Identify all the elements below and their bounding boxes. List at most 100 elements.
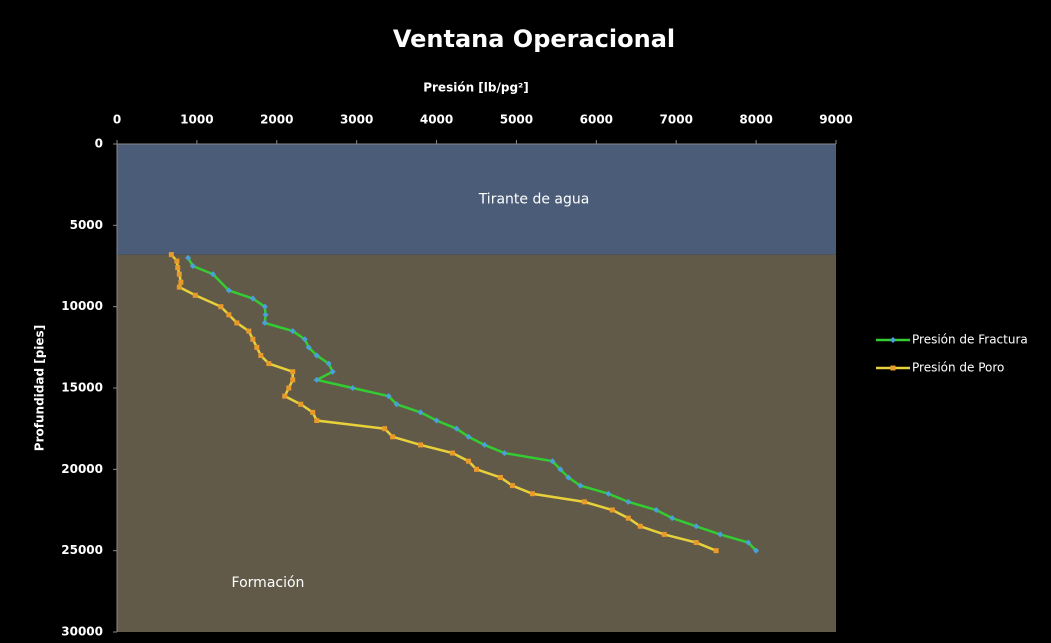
marker [313,352,320,359]
marker [258,352,264,358]
y-tick-label: 10000 [61,299,103,313]
marker [753,547,760,554]
x-tick-label: 0 [113,113,121,127]
marker [250,336,256,342]
region [117,144,836,255]
marker [465,433,472,440]
marker [261,303,268,310]
marker [290,377,296,383]
marker [218,304,224,310]
marker [661,531,667,537]
marker [565,474,572,481]
chart-title: Ventana Operacional [393,25,675,53]
marker [418,442,424,448]
marker [178,279,184,285]
x-tick-label: 9000 [819,113,852,127]
marker [298,401,304,407]
x-tick-label: 8000 [739,113,772,127]
y-tick-label: 30000 [61,625,103,639]
marker [290,369,296,375]
marker [605,490,612,497]
y-tick-label: 0 [95,137,103,151]
marker [209,271,216,278]
marker [168,252,174,258]
marker [393,401,400,408]
x-tick-label: 6000 [580,113,613,127]
marker [529,491,535,497]
marker [192,292,198,298]
marker [474,466,479,472]
marker [693,523,700,530]
legend-label: Presión de Poro [912,361,1004,375]
y-tick-label: 25000 [61,543,103,557]
marker [466,458,472,464]
x-tick-label: 3000 [340,113,373,127]
legend-marker [890,337,896,343]
series-line [170,253,717,552]
x-tick-label: 5000 [500,113,533,127]
marker [625,515,631,521]
region-label: Tirante de agua [478,191,590,207]
marker [289,328,296,335]
y-tick-label: 15000 [61,381,103,395]
marker [433,417,440,424]
x-tick-label: 7000 [660,113,693,127]
marker [325,360,332,367]
marker [189,263,196,269]
marker [310,409,316,415]
marker [713,548,719,554]
marker [637,523,643,529]
marker [745,539,752,546]
marker [382,426,388,432]
y-tick-label: 20000 [61,462,103,476]
marker [349,385,356,391]
marker [314,418,320,424]
marker [175,265,181,271]
region [117,254,836,632]
marker [234,320,240,326]
x-tick-label: 2000 [260,113,293,127]
marker [581,499,587,505]
marker [246,328,252,334]
marker [385,393,392,400]
marker [301,336,308,343]
marker [609,507,615,513]
marker [282,393,288,399]
legend-label: Presión de Fractura [912,333,1028,347]
marker [509,483,515,489]
marker [481,441,488,448]
marker [577,482,584,489]
marker [176,284,182,290]
marker [717,531,724,538]
marker [261,319,268,326]
marker [450,450,456,456]
marker [286,385,292,391]
marker [176,271,182,277]
marker [557,466,564,473]
marker [501,450,508,457]
marker [453,425,460,432]
marker [185,254,192,261]
marker [625,498,632,505]
marker [262,311,269,318]
region-label: Formación [232,575,305,591]
marker [669,515,676,522]
x-tick-label: 4000 [420,113,453,127]
x-tick-label: 1000 [180,113,213,127]
marker [653,507,660,513]
marker [417,409,424,416]
marker [266,361,272,367]
marker [497,474,503,480]
marker [329,368,336,375]
marker [174,258,180,264]
x-axis-label: Presión [lb/pg²] [423,81,529,95]
marker [305,344,312,351]
marker [549,458,556,465]
marker [313,376,320,383]
marker [693,540,699,546]
marker [225,287,232,294]
marker [226,312,232,318]
marker [390,434,396,440]
